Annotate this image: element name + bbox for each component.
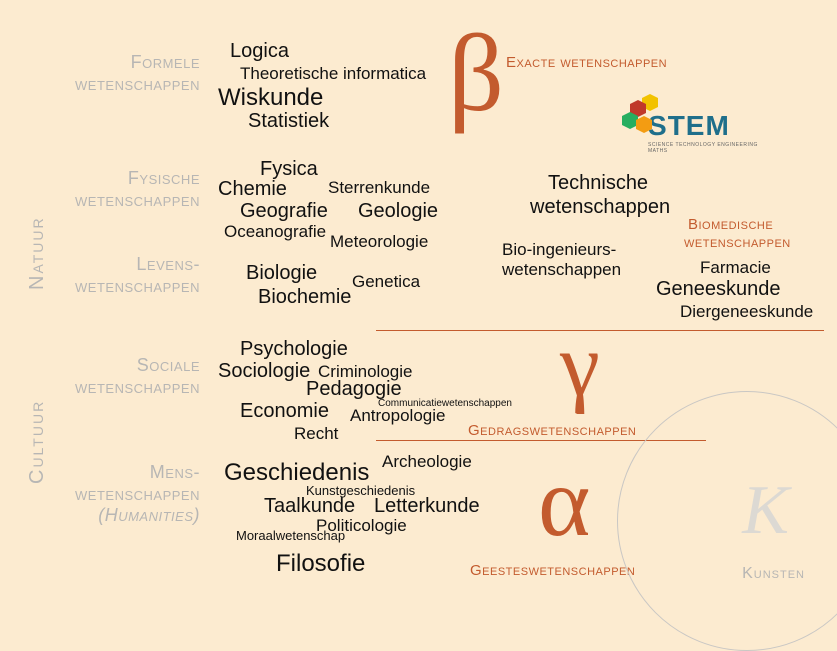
- stem-tagline: SCIENCE TECHNOLOGY ENGINEERING MATHS: [648, 142, 778, 154]
- term-geologie: Geologie: [358, 200, 438, 223]
- term-taalkunde: Taalkunde: [264, 495, 355, 518]
- cat-sociale: Sociale wetenschappen: [60, 355, 200, 398]
- term-letterkunde: Letterkunde: [374, 495, 480, 518]
- side-label-natuur: Natuur: [26, 216, 49, 290]
- term-oceanografie: Oceanografie: [224, 222, 326, 242]
- term-chemie: Chemie: [218, 178, 287, 201]
- term-biologie: Biologie: [246, 262, 317, 285]
- stem-logo: STEM SCIENCE TECHNOLOGY ENGINEERING MATH…: [648, 110, 778, 154]
- cat-mens-l3: (Humanities): [98, 505, 200, 525]
- cat-levens: Levens- wetenschappen: [60, 254, 200, 297]
- term-diergeneeskunde: Diergeneeskunde: [680, 302, 813, 322]
- term-meteorologie: Meteorologie: [330, 232, 428, 252]
- term-technische-1: Technische: [548, 172, 648, 195]
- term-filosofie: Filosofie: [276, 550, 365, 578]
- kunsten-glyph: K: [742, 471, 789, 551]
- term-economie: Economie: [240, 400, 329, 423]
- term-farmacie: Farmacie: [700, 258, 771, 278]
- cat-fysische-l2: wetenschappen: [75, 190, 200, 210]
- divider-upper: [376, 330, 824, 331]
- term-geografie: Geografie: [240, 200, 328, 223]
- term-psychologie: Psychologie: [240, 338, 348, 361]
- term-sterrenkunde: Sterrenkunde: [328, 178, 430, 198]
- side-label-cultuur: Cultuur: [26, 400, 49, 484]
- term-bioing-2: wetenschappen: [502, 260, 621, 280]
- label-biomed-2: wetenschappen: [684, 234, 791, 251]
- cat-mens-l1: Mens-: [150, 462, 200, 482]
- stem-icons: [620, 92, 666, 143]
- cat-fysische: Fysische wetenschappen: [60, 168, 200, 211]
- term-statistiek: Statistiek: [248, 110, 329, 133]
- term-technische-2: wetenschappen: [530, 196, 670, 219]
- label-exacte: Exacte wetenschappen: [506, 54, 667, 71]
- term-antropologie: Antropologie: [350, 406, 445, 426]
- label-gedrags: Gedragswetenschappen: [468, 422, 636, 439]
- greek-beta: β: [448, 10, 504, 137]
- kunsten-label: Kunsten: [742, 565, 805, 583]
- term-sociologie: Sociologie: [218, 360, 310, 383]
- term-logica: Logica: [230, 40, 289, 63]
- stem-letter-e: E: [686, 110, 706, 141]
- term-geneeskunde: Geneeskunde: [656, 278, 781, 301]
- cat-sociale-l1: Sociale: [137, 355, 200, 375]
- cat-levens-l2: wetenschappen: [75, 276, 200, 296]
- cat-formele-l2: wetenschappen: [75, 74, 200, 94]
- term-genetica: Genetica: [352, 272, 420, 292]
- term-archeologie: Archeologie: [382, 452, 472, 472]
- greek-alpha: α: [538, 444, 590, 559]
- cat-mens-l2: wetenschappen: [75, 484, 200, 504]
- term-bioing-1: Bio-ingenieurs-: [502, 240, 616, 260]
- cat-formele: Formele wetenschappen: [60, 52, 200, 95]
- term-recht: Recht: [294, 424, 338, 444]
- term-theoretische-informatica: Theoretische informatica: [240, 64, 426, 84]
- stem-letter-m: M: [705, 110, 729, 141]
- stem-letter-t: T: [668, 110, 686, 141]
- label-geestes: Geesteswetenschappen: [470, 562, 635, 579]
- term-moraalwetenschap: Moraalwetenschap: [236, 528, 345, 543]
- cat-fysische-l1: Fysische: [128, 168, 200, 188]
- cat-mens: Mens- wetenschappen (Humanities): [60, 462, 200, 527]
- label-biomed-1: Biomedische: [688, 216, 773, 233]
- cat-sociale-l2: wetenschappen: [75, 377, 200, 397]
- cat-formele-l1: Formele: [131, 52, 200, 72]
- cat-levens-l1: Levens-: [136, 254, 200, 274]
- term-biochemie: Biochemie: [258, 286, 351, 309]
- term-wiskunde: Wiskunde: [218, 84, 323, 112]
- kunsten-curve: [617, 391, 837, 651]
